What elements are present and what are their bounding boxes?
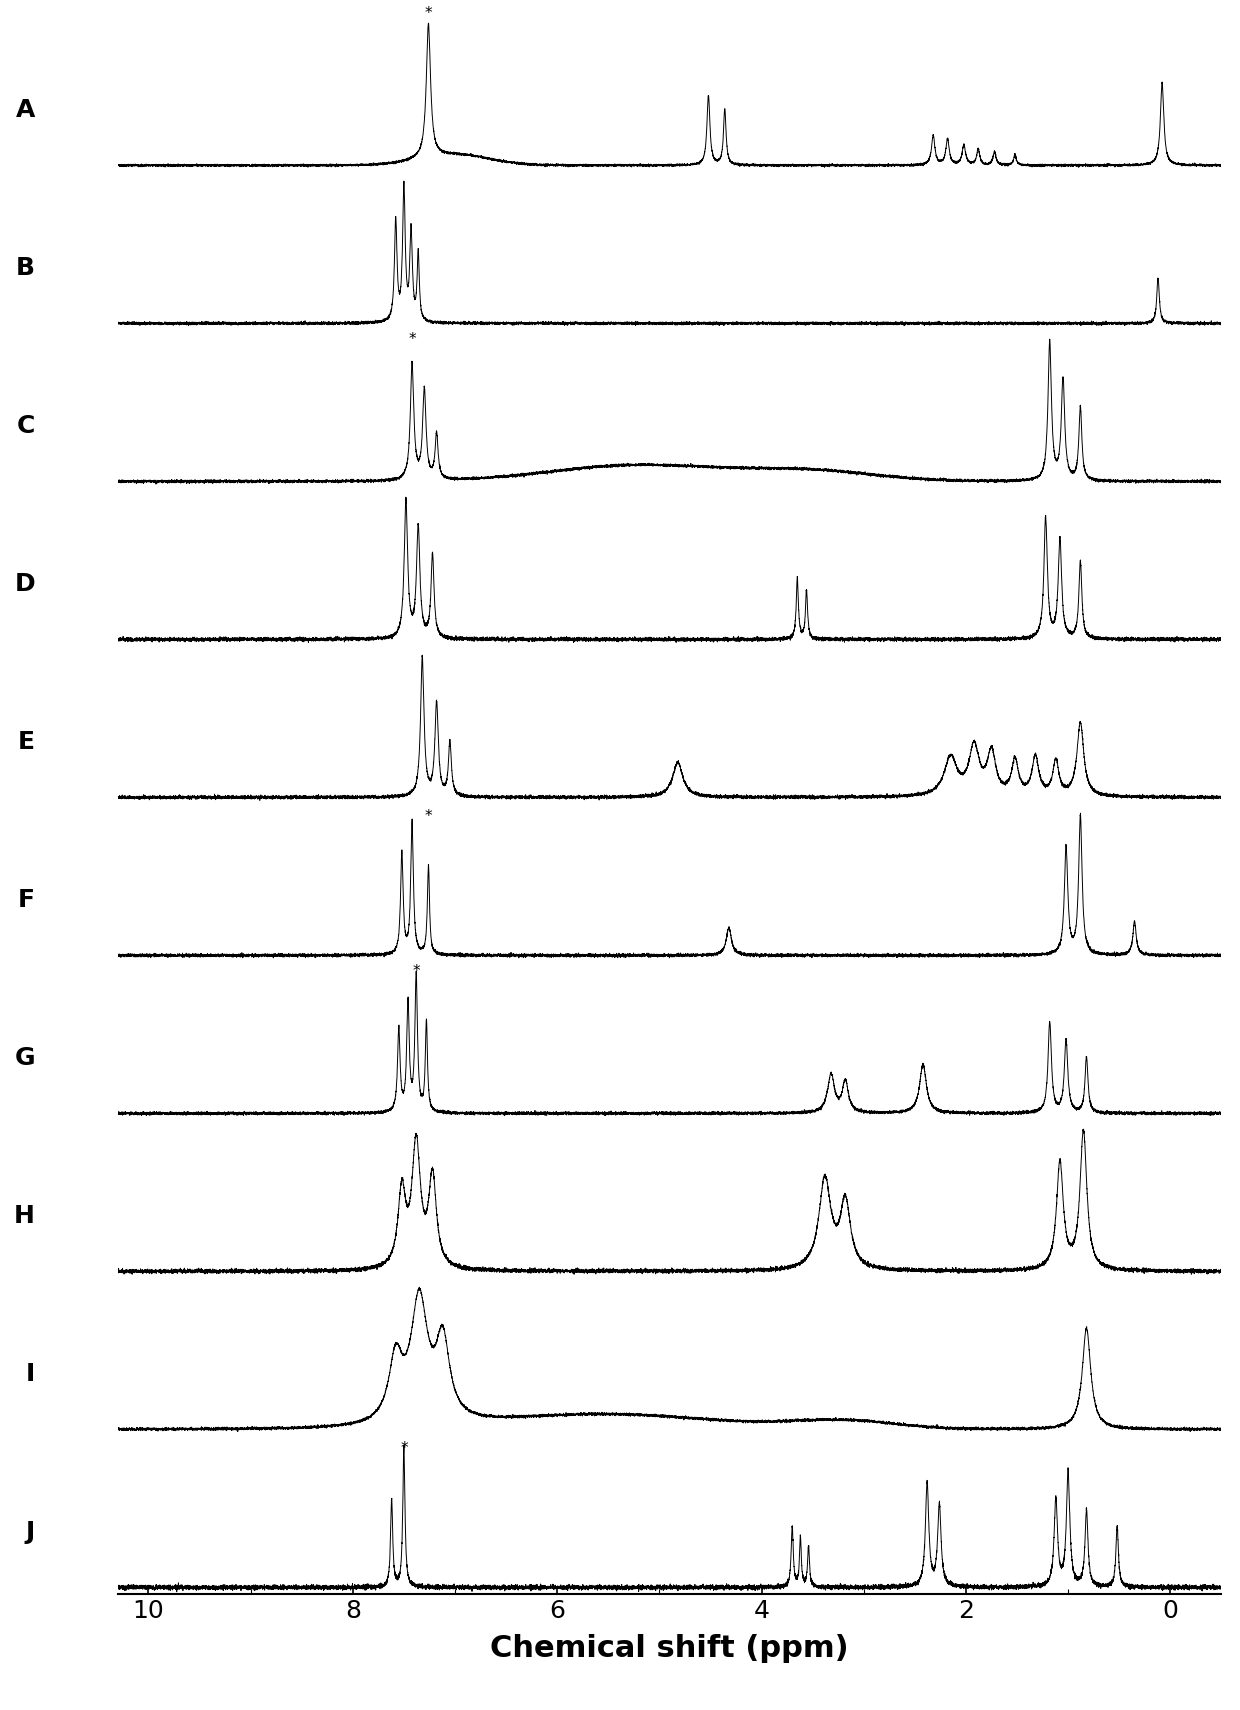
- Text: *: *: [424, 7, 433, 21]
- Text: *: *: [424, 809, 433, 824]
- Text: F: F: [19, 887, 35, 911]
- Text: I: I: [26, 1363, 35, 1387]
- Text: A: A: [16, 97, 35, 121]
- Text: D: D: [15, 573, 35, 597]
- Text: *: *: [401, 1442, 408, 1455]
- Text: G: G: [15, 1047, 35, 1070]
- Text: H: H: [14, 1204, 35, 1228]
- X-axis label: Chemical shift (ppm): Chemical shift (ppm): [490, 1633, 849, 1662]
- Text: B: B: [16, 256, 35, 280]
- Text: C: C: [16, 414, 35, 438]
- Text: J: J: [26, 1520, 35, 1544]
- Text: *: *: [413, 964, 420, 978]
- Text: *: *: [408, 332, 415, 347]
- Text: E: E: [19, 730, 35, 754]
